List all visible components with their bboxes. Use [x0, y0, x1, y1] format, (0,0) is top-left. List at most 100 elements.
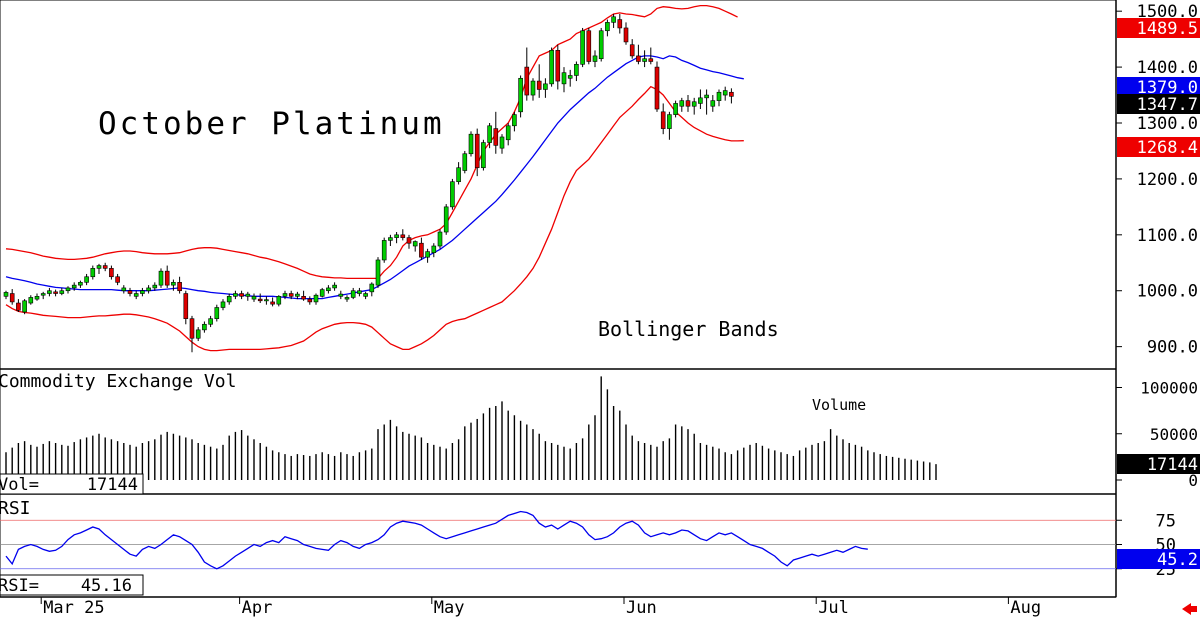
- x-axis: Mar 25 Apr May Jun Jul Aug: [40, 597, 1041, 618]
- candle-body: [716, 91, 722, 101]
- candle-body: [493, 128, 499, 146]
- candle-body: [140, 290, 145, 294]
- candle-body: [431, 245, 437, 254]
- candle-body: [189, 318, 195, 339]
- candle-body: [704, 94, 709, 99]
- upper-band-readout-box: [1117, 18, 1200, 38]
- candle-body: [381, 240, 387, 261]
- candle-body: [59, 290, 65, 294]
- candle-body: [567, 75, 573, 79]
- candle-body: [394, 234, 399, 238]
- candle-body: [313, 294, 319, 303]
- candle-body: [146, 287, 151, 292]
- candle-body: [605, 22, 610, 32]
- candle-body: [214, 307, 220, 319]
- candle-body: [636, 55, 641, 62]
- candle-body: [499, 136, 505, 149]
- rsi-readout-label: RSI=: [0, 576, 39, 596]
- candle-body: [363, 293, 368, 297]
- price-y-tick-label: 1200.0: [1137, 170, 1198, 190]
- candle-body: [245, 293, 251, 297]
- candle-body: [71, 284, 77, 289]
- candle-body: [102, 265, 108, 269]
- candle-body: [667, 114, 672, 129]
- candle-body: [34, 296, 40, 300]
- candle-body: [152, 284, 158, 289]
- candle-body: [65, 287, 71, 292]
- candle-body: [617, 19, 623, 29]
- candle-body: [47, 290, 52, 294]
- rsi-y-tick-label: 75: [1156, 511, 1176, 531]
- candle-body: [654, 66, 660, 110]
- candle-body: [419, 242, 424, 258]
- bollinger-bands-label: Bollinger Bands: [598, 317, 779, 341]
- candle-body: [22, 300, 27, 313]
- candle-body: [518, 77, 523, 113]
- candle-body: [226, 296, 232, 303]
- x-tick-label: Jul: [818, 598, 849, 618]
- candle-body: [171, 282, 176, 286]
- candle-body: [158, 270, 164, 286]
- candle-body: [350, 290, 356, 298]
- candle-body: [722, 90, 728, 96]
- bollinger-upper-line: [5, 4, 738, 280]
- candle-body: [319, 289, 325, 297]
- candle-body: [530, 80, 536, 96]
- candle-body: [183, 293, 189, 319]
- candle-body: [264, 299, 269, 302]
- upper-band-readout: 1489.5: [1137, 19, 1198, 39]
- price-y-tick-label: 1400.0: [1137, 58, 1198, 78]
- rsi-last-box: [1117, 549, 1200, 569]
- candle-body: [481, 142, 486, 169]
- candle-body: [9, 293, 15, 303]
- candle-body: [202, 323, 207, 331]
- candle-body: [555, 50, 561, 82]
- candle-body: [28, 297, 34, 304]
- candle-body: [332, 284, 337, 289]
- candle-body: [598, 30, 604, 60]
- volume-readout-value: 17144: [87, 475, 138, 495]
- volume-readout-box: [0, 473, 144, 495]
- candle-body: [443, 206, 449, 233]
- candle-body: [474, 133, 480, 169]
- candle-body: [133, 293, 139, 297]
- candle-body: [53, 291, 58, 294]
- volume-last-box: [1117, 454, 1200, 474]
- candle-body: [406, 237, 412, 244]
- volume-y-tick-label: 0: [1188, 471, 1198, 490]
- candle-body: [257, 298, 263, 302]
- candle-body: [84, 276, 89, 283]
- candle-body: [580, 30, 585, 65]
- lower-band-readout: 1268.4: [1137, 138, 1198, 158]
- volume-label: Volume: [812, 396, 866, 414]
- price-y-tick-label: 1300.0: [1137, 114, 1198, 134]
- candle-body: [574, 63, 579, 76]
- candle-body: [586, 30, 592, 62]
- candle-body: [164, 270, 170, 286]
- rsi-last-value: 45.2: [1157, 550, 1198, 570]
- last-price-readout-box: [1117, 94, 1200, 114]
- candle-body: [96, 265, 102, 269]
- candle-body: [369, 283, 375, 293]
- candle-body: [177, 282, 182, 292]
- candle-body: [375, 259, 381, 286]
- x-tick-label: Mar 25: [43, 598, 104, 618]
- candle-body: [344, 297, 350, 300]
- candle-body: [710, 100, 716, 107]
- chart-frame: [0, 0, 1117, 598]
- candle-body: [691, 101, 697, 107]
- candle-body: [487, 125, 492, 143]
- candle-body: [642, 58, 647, 62]
- candle-body: [660, 111, 666, 129]
- x-tick-label: Apr: [242, 598, 273, 618]
- candle-body: [698, 97, 703, 104]
- bollinger-middle-line: [5, 55, 744, 300]
- candle-body: [561, 72, 567, 85]
- rsi-panel-title: RSI: [0, 498, 31, 519]
- candle-body: [536, 80, 542, 90]
- left-arrow-icon[interactable]: [1182, 603, 1197, 615]
- candle-body: [338, 293, 344, 297]
- candle-body: [282, 293, 288, 297]
- volume-panel-title: Commodity Exchange Vol: [0, 371, 236, 392]
